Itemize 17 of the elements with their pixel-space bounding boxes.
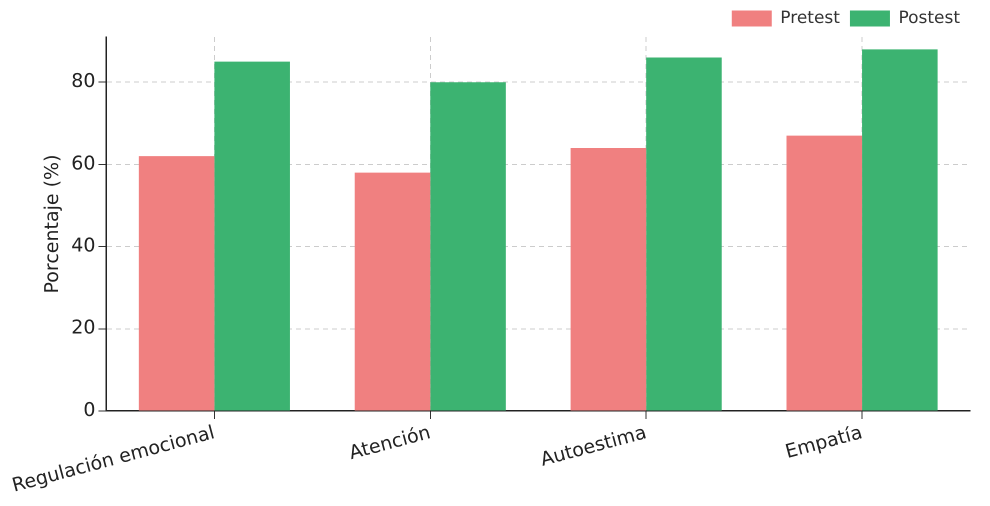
y-tick-label: 0 [83,398,96,421]
legend-label: Pretest [780,8,840,28]
y-tick-label: 40 [71,234,96,257]
bar [862,49,938,410]
bar [354,172,430,410]
bar [570,148,646,410]
y-axis-title: Porcentaje (%) [40,154,63,294]
y-tick-label: 80 [71,70,96,92]
bar [646,58,722,410]
bar [214,62,290,410]
x-tick-label: Empatía [783,421,865,463]
bar [430,82,506,410]
bar [138,156,214,410]
legend-label: Postest [898,8,960,28]
y-tick-label: 60 [71,152,96,174]
bar [786,136,862,410]
y-tick-label: 20 [71,316,96,339]
